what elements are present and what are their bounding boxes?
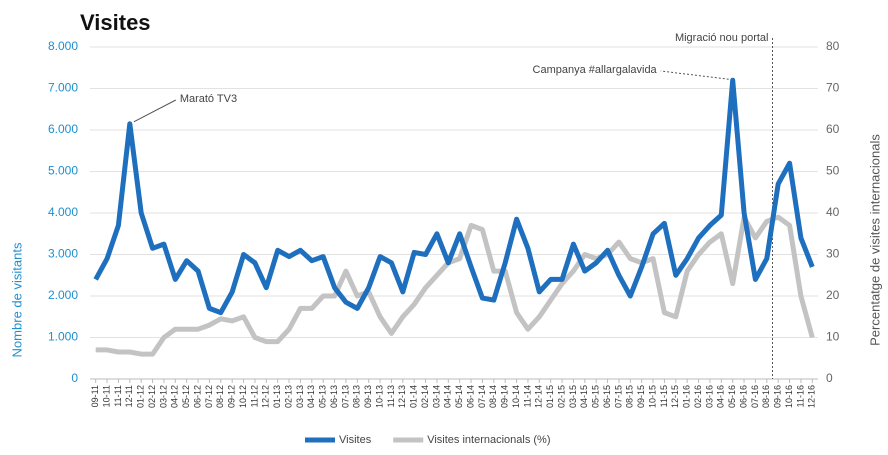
y-axis-label: Nombre de visitants: [9, 242, 24, 357]
x-tick-label: 01-13: [272, 385, 282, 408]
x-tick-label: 03-16: [704, 385, 714, 408]
annotation-leader: [660, 70, 729, 80]
x-tick-label: 11-11: [113, 385, 123, 407]
y-tick-label: 4.000: [48, 205, 78, 219]
x-tick-label: 08-16: [761, 385, 771, 408]
x-tick-label: 06-14: [465, 385, 475, 408]
y-tick-label: 3.000: [48, 247, 78, 261]
x-tick-label: 09-16: [773, 385, 783, 408]
series-line: [93, 77, 815, 316]
x-tick-label: 02-13: [283, 385, 293, 408]
x-tick-label: 07-12: [204, 385, 214, 408]
y2-tick-label: 30: [826, 247, 840, 261]
annotation: Campanya #allargalavida: [533, 64, 658, 76]
x-tick-label: 02-15: [556, 385, 566, 408]
x-tick-label: 11-16: [795, 385, 805, 407]
x-tick-label: 12-13: [397, 385, 407, 408]
y-tick-label: 2.000: [48, 288, 78, 302]
x-tick-label: 06-13: [329, 385, 339, 408]
x-tick-label: 10-16: [784, 385, 794, 408]
x-tick-label: 08-12: [215, 385, 225, 408]
x-tick-label: 12-14: [534, 385, 544, 408]
x-tick-label: 06-16: [738, 385, 748, 408]
x-tick-label: 03-12: [158, 385, 168, 408]
x-tick-label: 07-14: [477, 385, 487, 408]
x-tick-label: 10-13: [374, 385, 384, 408]
x-tick-label: 11-14: [522, 385, 532, 407]
x-tick-label: 03-14: [431, 385, 441, 408]
x-tick-label: 10-14: [511, 385, 521, 408]
x-tick-label: 10-11: [101, 385, 111, 407]
x-tick-label: 10-15: [647, 385, 657, 408]
x-tick-label: 04-15: [579, 385, 589, 408]
x-tick-label: 01-14: [409, 385, 419, 408]
x-tick-label: 12-16: [807, 385, 817, 408]
x-tick-label: 08-14: [488, 385, 498, 408]
annotation: Migració nou portal: [675, 32, 769, 44]
x-tick-label: 01-16: [682, 385, 692, 408]
x-tick-label: 05-15: [591, 385, 601, 408]
x-tick-label: 05-14: [454, 385, 464, 408]
x-tick-label: 12-11: [124, 385, 134, 407]
y2-tick-label: 0: [826, 371, 833, 385]
x-tick-label: 10-12: [238, 385, 248, 408]
x-tick-label: 04-16: [716, 385, 726, 408]
y2-tick-label: 50: [826, 164, 840, 178]
x-tick-label: 07-13: [340, 385, 350, 408]
x-tick-label: 01-15: [545, 385, 555, 408]
x-tick-label: 07-15: [613, 385, 623, 408]
annotation-leader: [133, 99, 177, 123]
x-tick-label: 12-12: [261, 385, 271, 408]
y-tick-label: 5.000: [48, 164, 78, 178]
x-tick-label: 11-13: [386, 385, 396, 407]
y2-tick-label: 10: [826, 330, 840, 344]
x-tick-label: 09-12: [227, 385, 237, 408]
x-tick-label: 09-14: [500, 385, 510, 408]
x-tick-label: 05-16: [727, 385, 737, 408]
y2-tick-label: 70: [826, 81, 840, 95]
y2-axis-label: Percentatge de visites internacionals: [867, 134, 882, 346]
x-tick-label: 04-12: [170, 385, 180, 408]
x-tick-label: 03-15: [568, 385, 578, 408]
x-tick-label: 09-11: [90, 385, 100, 407]
chart-title: Visites: [80, 10, 151, 35]
x-tick-label: 04-14: [443, 385, 453, 408]
series-line: [95, 214, 815, 357]
x-tick-label: 02-12: [147, 385, 157, 408]
x-tick-label: 09-15: [636, 385, 646, 408]
annotation: Marató TV3: [180, 93, 237, 105]
x-tick-label: 02-16: [693, 385, 703, 408]
x-tick-label: 12-15: [670, 385, 680, 408]
legend-label: Visites: [339, 434, 372, 446]
x-tick-label: 01-12: [136, 385, 146, 408]
x-tick-label: 08-15: [625, 385, 635, 408]
x-tick-label: 05-12: [181, 385, 191, 408]
y-tick-label: 6.000: [48, 122, 78, 136]
x-tick-label: 08-13: [352, 385, 362, 408]
legend-label: Visites internacionals (%): [427, 434, 550, 446]
x-tick-label: 06-15: [602, 385, 612, 408]
x-tick-label: 09-13: [363, 385, 373, 408]
x-tick-label: 04-13: [306, 385, 316, 408]
x-tick-label: 06-12: [192, 385, 202, 408]
y-tick-label: 8.000: [48, 39, 78, 53]
x-tick-label: 03-13: [295, 385, 305, 408]
x-tick-label: 07-16: [750, 385, 760, 408]
y2-tick-label: 40: [826, 205, 840, 219]
x-tick-label: 02-14: [420, 385, 430, 408]
y-tick-label: 1.000: [48, 330, 78, 344]
x-tick-label: 11-12: [249, 385, 259, 407]
y-tick-label: 7.000: [48, 81, 78, 95]
x-tick-label: 05-13: [318, 385, 328, 408]
y2-tick-label: 80: [826, 39, 840, 53]
y-tick-label: 0: [71, 371, 78, 385]
x-tick-label: 11-15: [659, 385, 669, 407]
y2-tick-label: 60: [826, 122, 840, 136]
y2-tick-label: 20: [826, 288, 840, 302]
